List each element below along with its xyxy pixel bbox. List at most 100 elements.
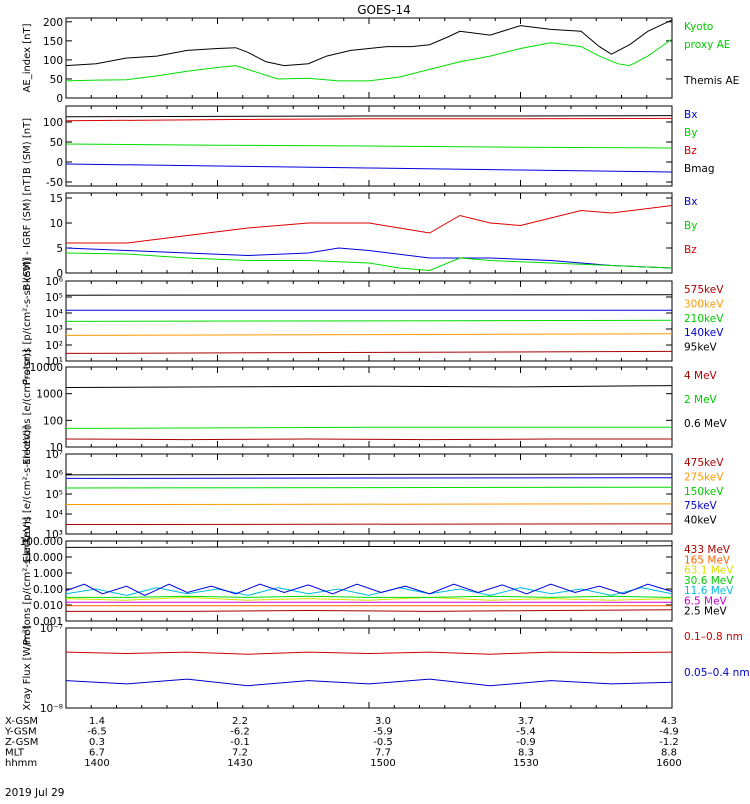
- footer-value: 1600: [656, 758, 681, 769]
- series-line: [65, 477, 673, 479]
- y-axis-label: Protons [p/(cm²-s-sr-keV)]: [22, 257, 33, 385]
- legend-entry: Bx: [684, 109, 697, 121]
- legend-entry: 0.6 MeV: [684, 418, 728, 430]
- y-tick-label: 10²: [45, 340, 63, 352]
- legend-entry: 2 MeV: [684, 394, 718, 406]
- series-line: [65, 426, 672, 429]
- y-tick-label: 10000: [30, 362, 63, 374]
- panel-frame: [65, 366, 673, 448]
- footer-value: 4.3: [661, 716, 677, 727]
- series-line: [65, 252, 673, 272]
- footer-row-label: hhmm: [5, 758, 37, 769]
- y-tick-label: 200: [43, 17, 63, 29]
- y-tick-label: 10: [50, 218, 63, 230]
- legend-entry: 30.6 MeV: [684, 575, 734, 587]
- legend-entry: Kyoto: [684, 21, 713, 33]
- y-axis-label: B (SM) - IGRF (SM) [nT]: [22, 175, 33, 291]
- series-line: [65, 19, 673, 67]
- y-axis-label: Xray Flux [W/m²]: [22, 625, 33, 710]
- y-axis-label: B (SM) [nT]: [22, 118, 33, 174]
- legend-entry: 0.1–0.8 nm: [684, 631, 743, 643]
- y-tick-label: 0: [56, 157, 63, 169]
- footer-value: -0.9: [516, 737, 536, 748]
- legend-entry: 6.5 MeV: [684, 595, 728, 607]
- series-line: [65, 523, 673, 525]
- y-tick-label: 1.000: [33, 568, 63, 580]
- footer-row-label: MLT: [5, 748, 25, 759]
- series-line: [65, 678, 673, 687]
- panel-6: 10³ 10⁴ 10⁵ 10⁶ 10⁷ Electrons [e/(cm²-s-sr-ke…: [22, 425, 724, 562]
- panel-2: -50 0 50 100 B (SM) [nT] Bx By Bz Bmag: [22, 105, 715, 189]
- y-tick-label: 0.100: [33, 584, 63, 596]
- panel-frame: [65, 540, 673, 622]
- footer-value: -6.2: [230, 727, 250, 738]
- series-line: [65, 503, 673, 505]
- plot-title: GOES-14: [357, 3, 411, 17]
- y-tick-label: 100.000: [20, 536, 63, 548]
- legend-entry: 575keV: [684, 284, 724, 296]
- footer-value: -4.9: [659, 727, 679, 738]
- y-tick-label: 0: [56, 93, 63, 105]
- y-tick-label: 10¹: [45, 356, 63, 368]
- series-line: [65, 38, 673, 82]
- panel-frame: [65, 192, 673, 274]
- footer-value: 1500: [370, 758, 395, 769]
- panel-frame: [65, 453, 673, 535]
- y-tick-label: 100: [43, 55, 63, 67]
- footer-value: -1.2: [659, 737, 679, 748]
- panel-4: 10¹ 10² 10³ 10⁴ 10⁵ 10⁶ Protons [p/(cm²-s-sr-k…: [22, 257, 724, 385]
- series-line: [66, 595, 673, 598]
- legend-entry: 4 MeV: [684, 370, 718, 382]
- panel-8: 10⁻⁸ 10⁻⁷ Xray Flux [W/m²] 0.1–0.8 nm 0.05–0…: [22, 623, 750, 715]
- footer-value: -5.9: [373, 727, 393, 738]
- ephemeris-footer: X-GSM 1.4 2.2 3.0 3.7 4.3 Y-GSM -6.5 -6.2 -5.9 -5.…: [4, 716, 682, 769]
- footer-value: 0.3: [89, 737, 105, 748]
- series-line: [65, 319, 673, 322]
- y-axis-label: Protons [p/(cm²-s-sr-keV)]: [22, 517, 33, 645]
- legend-entry: Bz: [684, 145, 697, 157]
- series-line: [65, 117, 673, 122]
- y-tick-label: 150: [43, 36, 63, 48]
- footer-value: -0.1: [230, 737, 250, 748]
- panel-7: 0.001 0.010 0.100 1.000 10.000 100.000Protons…: [20, 517, 735, 645]
- y-tick-label: 100: [43, 415, 63, 427]
- y-tick-label: 10³: [45, 324, 63, 336]
- legend-entry: 150keV: [684, 486, 724, 498]
- series-line: [66, 609, 673, 612]
- footer-value: 7.2: [232, 748, 248, 759]
- series-line: [65, 247, 673, 269]
- legend-entry: 0.05–0.4 nm: [684, 667, 750, 679]
- legend-entry: 75keV: [684, 500, 718, 512]
- footer-value: 8.3: [518, 748, 534, 759]
- series-line: [65, 438, 672, 441]
- y-tick-label: 10⁶: [45, 469, 63, 481]
- y-tick-label: 10³: [45, 529, 63, 541]
- series-line: [65, 333, 673, 336]
- y-axis-label: Electrons [e/(cm²-s-sr-keV)]: [22, 425, 33, 562]
- series-line: [65, 163, 673, 173]
- y-tick-label: 50: [50, 137, 63, 149]
- footer-value: 3.0: [375, 716, 391, 727]
- footer-value: 1.4: [89, 716, 105, 727]
- y-tick-label: 10⁵: [45, 489, 63, 501]
- y-tick-label: 10: [50, 442, 63, 454]
- footer-value: -5.4: [516, 727, 536, 738]
- y-tick-label: 10⁵: [45, 292, 63, 304]
- footer-value: 6.7: [89, 748, 105, 759]
- series-line: [65, 143, 673, 149]
- series-line: [65, 473, 673, 476]
- footer-value: 8.8: [661, 748, 677, 759]
- legend-entry: 2.5 MeV: [684, 606, 728, 618]
- y-tick-label: 50: [50, 74, 63, 86]
- legend-entry: 11.6 MeV: [684, 585, 734, 597]
- y-tick-label: 10⁻⁷: [40, 623, 63, 635]
- series-line: [65, 115, 673, 118]
- y-tick-label: 10⁻⁸: [40, 703, 63, 715]
- series-line: [65, 651, 673, 655]
- footer-value: 1430: [227, 758, 252, 769]
- y-tick-label: -50: [46, 177, 63, 189]
